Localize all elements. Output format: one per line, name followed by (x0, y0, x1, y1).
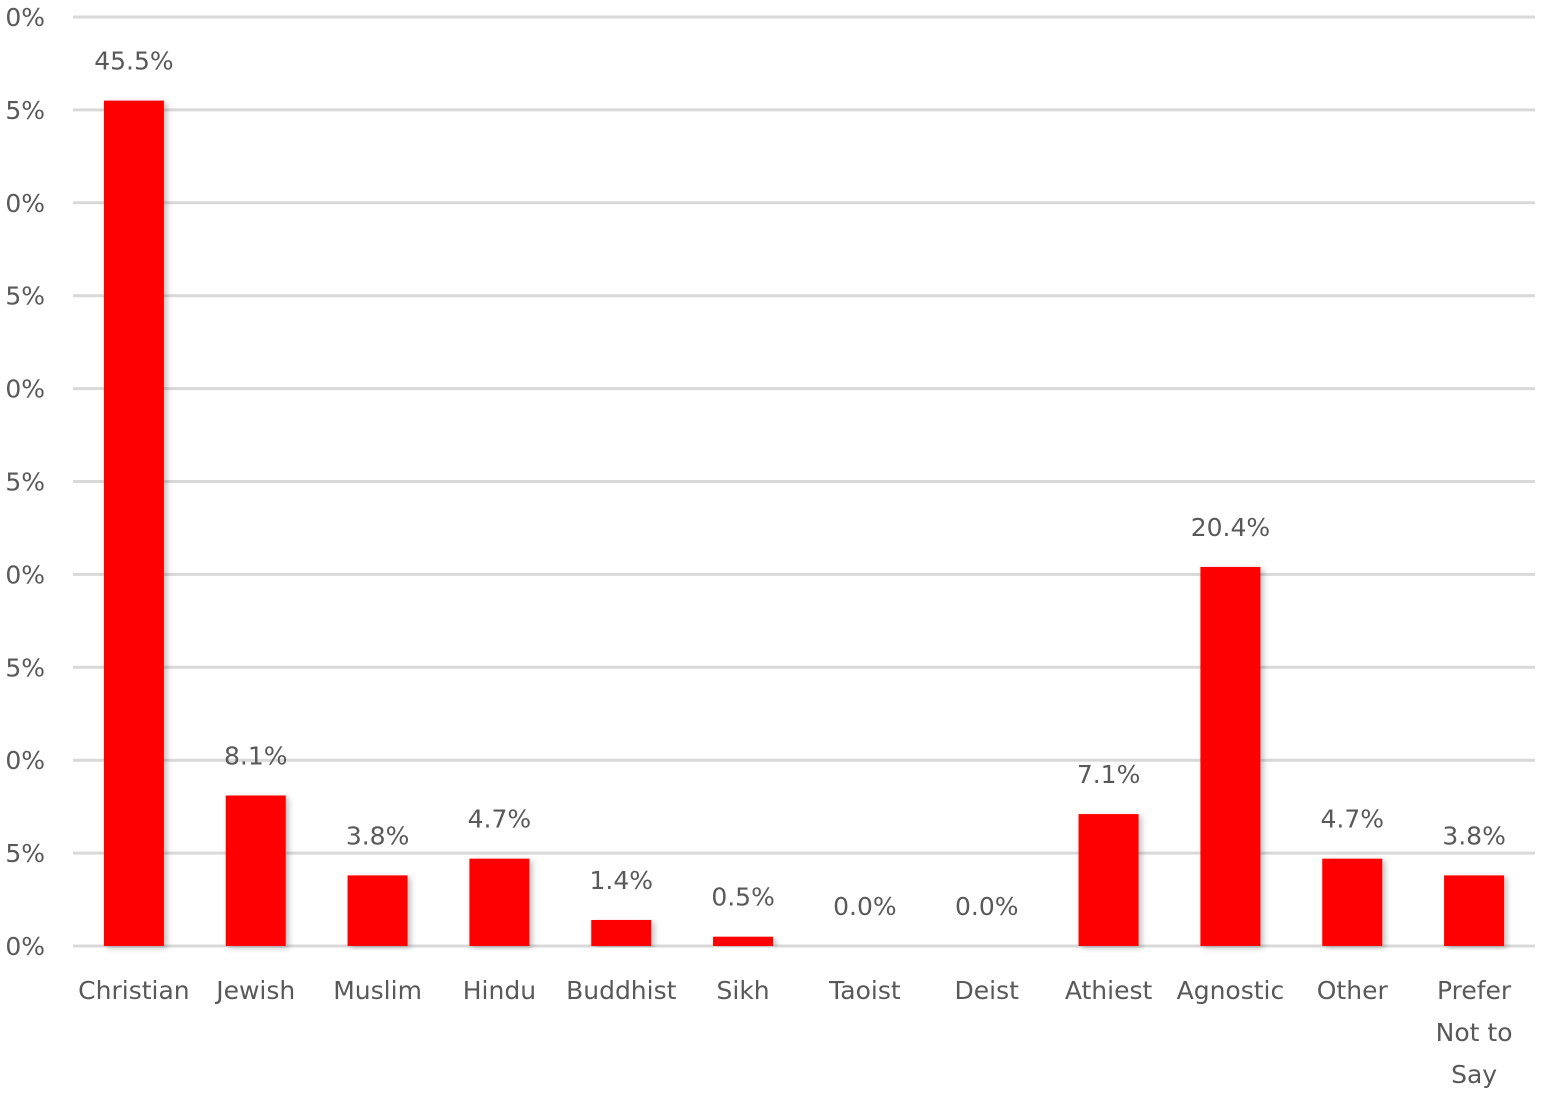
x-tick-label: Sikh (716, 976, 770, 1005)
y-tick-label: 0% (5, 375, 45, 404)
x-tick-label: Prefer Not to Say (1435, 976, 1513, 1089)
y-tick-label: 5% (5, 839, 45, 868)
value-label: 45.5% (94, 47, 173, 76)
y-tick-label: 5% (5, 282, 45, 311)
x-tick-label: Christian (78, 976, 190, 1005)
value-label: 8.1% (224, 742, 288, 771)
y-tick-label: 0% (5, 189, 45, 218)
y-tick-label: 5% (5, 468, 45, 497)
value-label: 4.7% (468, 805, 532, 834)
y-tick-label: 0% (5, 932, 45, 961)
x-tick-label: Taoist (829, 976, 901, 1005)
bar (591, 919, 652, 946)
x-tick-label: Agnostic (1176, 976, 1285, 1005)
x-tick-label: Other (1316, 976, 1388, 1005)
value-label: 0.5% (711, 883, 775, 912)
x-tick-label: Muslim (333, 976, 422, 1005)
bar (347, 875, 408, 946)
x-tick-label: Hindu (462, 976, 537, 1005)
y-tick-label: 0% (5, 3, 45, 32)
y-tick-label: 5% (5, 653, 45, 682)
y-tick-label: 0% (5, 560, 45, 589)
value-label: 3.8% (1442, 821, 1506, 850)
bar (469, 858, 530, 946)
value-label: 3.8% (346, 821, 410, 850)
bar (713, 936, 774, 946)
x-tick-label: Deist (954, 976, 1019, 1005)
x-tick-label: Jewish (216, 976, 296, 1005)
bar (1200, 566, 1261, 946)
y-tick-label: 0% (5, 746, 45, 775)
bar (103, 100, 164, 947)
value-label: 20.4% (1191, 513, 1270, 542)
bar (1078, 814, 1139, 946)
y-tick-label: 5% (5, 96, 45, 125)
x-tick-label: Buddhist (566, 976, 677, 1005)
value-label: 7.1% (1077, 760, 1141, 789)
value-label: 0.0% (833, 892, 897, 921)
bar (1444, 875, 1505, 946)
bar (1322, 858, 1383, 946)
value-label: 1.4% (589, 866, 653, 895)
value-label: 0.0% (955, 892, 1019, 921)
x-tick-label: Athiest (1064, 976, 1153, 1005)
bar (225, 795, 286, 946)
value-label: 4.7% (1320, 805, 1384, 834)
